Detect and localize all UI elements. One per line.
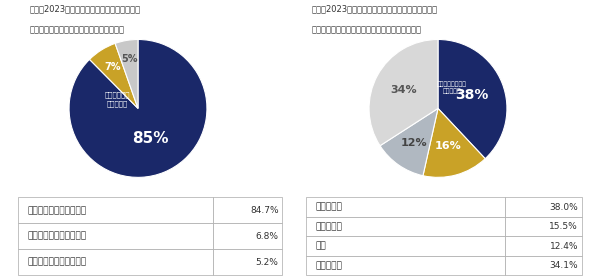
Text: 7%: 7% [104, 63, 121, 73]
Text: 16%: 16% [435, 141, 462, 151]
Text: 今後も商品の値上げを検討していますか？: 今後も商品の値上げを検討していますか？ [30, 25, 125, 34]
Wedge shape [369, 39, 438, 146]
Wedge shape [438, 39, 507, 159]
Text: 85%: 85% [132, 131, 169, 146]
Text: 34%: 34% [390, 85, 417, 95]
Text: 対象：2023年以降に値上げを実施していない事業者: 対象：2023年以降に値上げを実施していない事業者 [312, 4, 438, 13]
Wedge shape [380, 108, 438, 176]
Wedge shape [89, 43, 138, 108]
Wedge shape [69, 39, 207, 177]
Text: 今後、商品の値上げをする可能性はありますか？: 今後、商品の値上げをする可能性はありますか？ [312, 25, 422, 34]
Text: 5%: 5% [121, 54, 138, 64]
Text: 12%: 12% [400, 138, 427, 148]
Text: 値上げする可能性
大いにある: 値上げする可能性 大いにある [437, 81, 467, 94]
Text: 対象：2023年以降に値上げを実施した事業者: 対象：2023年以降に値上げを実施した事業者 [30, 4, 141, 13]
Wedge shape [115, 39, 138, 108]
Text: 38%: 38% [455, 88, 488, 102]
Wedge shape [423, 108, 485, 177]
Text: 必要に応じて
値上げする: 必要に応じて 値上げする [104, 92, 130, 107]
